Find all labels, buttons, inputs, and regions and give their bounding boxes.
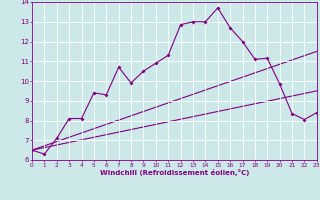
X-axis label: Windchill (Refroidissement éolien,°C): Windchill (Refroidissement éolien,°C): [100, 169, 249, 176]
